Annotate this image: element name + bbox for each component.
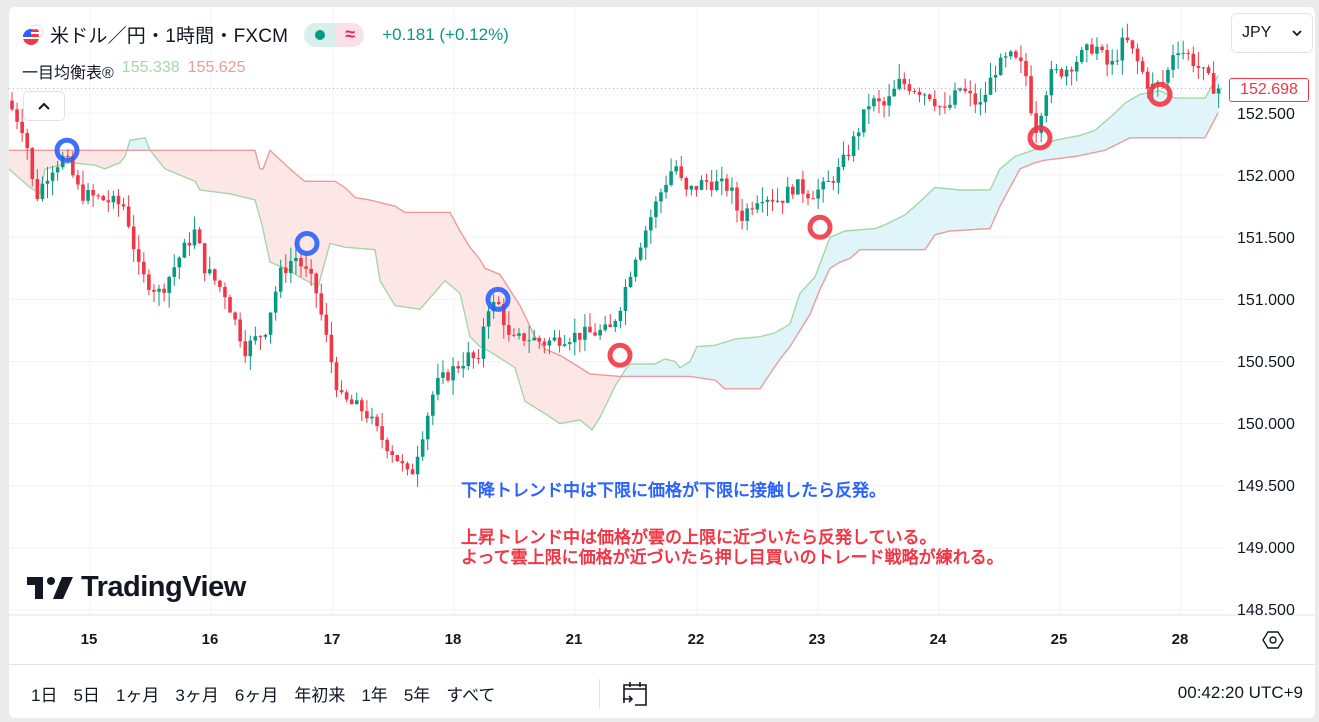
current-price-label: 152.698: [1229, 78, 1309, 102]
time-axis-label: 22: [687, 631, 705, 648]
time-axis-label: 28: [1171, 631, 1189, 648]
range-all-button[interactable]: すべて: [446, 686, 496, 705]
indicator-name[interactable]: 一目均衡表®: [22, 65, 114, 82]
market-open-dot-icon: [315, 29, 326, 40]
annotation-uptrend-line1: 上昇トレンド中は価格が雲の上限に近づいたら反発している。: [461, 528, 937, 547]
time-axis-label: 18: [444, 631, 462, 648]
annotation-uptrend[interactable]: 上昇トレンド中は価格が雲の上限に近づいたら反発している。 よって雲上限に価格が近…: [461, 528, 1004, 568]
price-axis-label: 149.000: [1237, 540, 1295, 557]
calendar-goto-icon: [623, 682, 647, 706]
settings-hex-icon: [1262, 631, 1284, 649]
price-axis-label: 152.000: [1237, 168, 1295, 185]
currency-value: JPY: [1242, 24, 1272, 41]
range-5y-button[interactable]: 5年: [403, 686, 431, 705]
price-axis-label: 148.500: [1237, 602, 1295, 619]
indicator-value-span-b: 155.625: [187, 59, 246, 76]
go-to-date-button[interactable]: [621, 679, 651, 712]
range-3m-button[interactable]: 3ヶ月: [175, 686, 219, 705]
time-axis-label: 21: [565, 631, 583, 648]
price-chart[interactable]: [9, 7, 1315, 664]
range-6m-button[interactable]: 6ヶ月: [234, 686, 279, 705]
indicator-legend[interactable]: 一目均衡表® 155.338 155.625: [22, 59, 245, 83]
currency-select[interactable]: JPY: [1231, 13, 1313, 53]
toolbar-divider: [599, 679, 600, 709]
range-ytd-button[interactable]: 年初来: [294, 686, 346, 705]
price-axis-label: 149.500: [1237, 478, 1295, 495]
date-range-buttons: 1日 5日 1ヶ月 3ヶ月 6ヶ月 年初来 1年 5年 すべて: [23, 681, 503, 706]
chart-window: 米ドル／円・1時間・FXCM ≈ +0.181 (+0.12%) 一目均衡表® …: [9, 7, 1315, 718]
price-axis-label: 151.000: [1237, 292, 1295, 309]
tradingview-logo[interactable]: TradingView: [27, 571, 246, 604]
price-axis-label: 150.500: [1237, 354, 1295, 371]
range-1m-button[interactable]: 1ヶ月: [115, 686, 160, 705]
time-axis-label: 25: [1050, 631, 1068, 648]
annotation-uptrend-line2: よって雲上限に価格が近づいたら押し目買いのトレード戦略が練れる。: [461, 548, 1004, 567]
range-1y-button[interactable]: 1年: [361, 686, 388, 705]
chevron-up-icon: [38, 102, 50, 110]
clock-timezone[interactable]: 00:42:20 UTC+9: [1177, 683, 1303, 702]
annotation-downtrend[interactable]: 下降トレンド中は下限に価格が下限に接触したら反発。: [461, 481, 886, 500]
symbol-title[interactable]: 米ドル／円・1時間・FXCM: [50, 26, 289, 47]
price-change: +0.181 (+0.12%): [382, 24, 509, 44]
symbol-header: 米ドル／円・1時間・FXCM ≈ +0.181 (+0.12%): [22, 21, 509, 48]
market-status-pill[interactable]: ≈: [304, 22, 365, 47]
time-axis-label: 17: [323, 631, 341, 648]
price-axis-label: 152.500: [1237, 106, 1295, 123]
time-axis-label: 15: [80, 631, 98, 648]
indicator-value-span-a: 155.338: [121, 59, 180, 76]
chevron-down-icon: [1292, 30, 1302, 37]
collapse-legend-button[interactable]: [23, 91, 65, 121]
time-axis-label: 24: [929, 631, 947, 648]
bottom-toolbar: 1日 5日 1ヶ月 3ヶ月 6ヶ月 年初来 1年 5年 すべて 00:42:20…: [9, 664, 1315, 718]
tradingview-logo-text: TradingView: [81, 571, 246, 603]
usd-jpy-flag-icon: [22, 24, 44, 46]
time-axis-label: 16: [201, 631, 219, 648]
tradingview-logo-icon: [27, 576, 73, 599]
time-axis-label: 23: [808, 631, 826, 648]
chart-settings-button[interactable]: [1262, 629, 1284, 656]
price-axis-label: 151.500: [1237, 230, 1295, 247]
approx-icon: ≈: [336, 22, 365, 47]
price-axis-label: 150.000: [1237, 416, 1295, 433]
range-1d-button[interactable]: 1日: [31, 686, 58, 705]
range-5d-button[interactable]: 5日: [73, 686, 100, 705]
